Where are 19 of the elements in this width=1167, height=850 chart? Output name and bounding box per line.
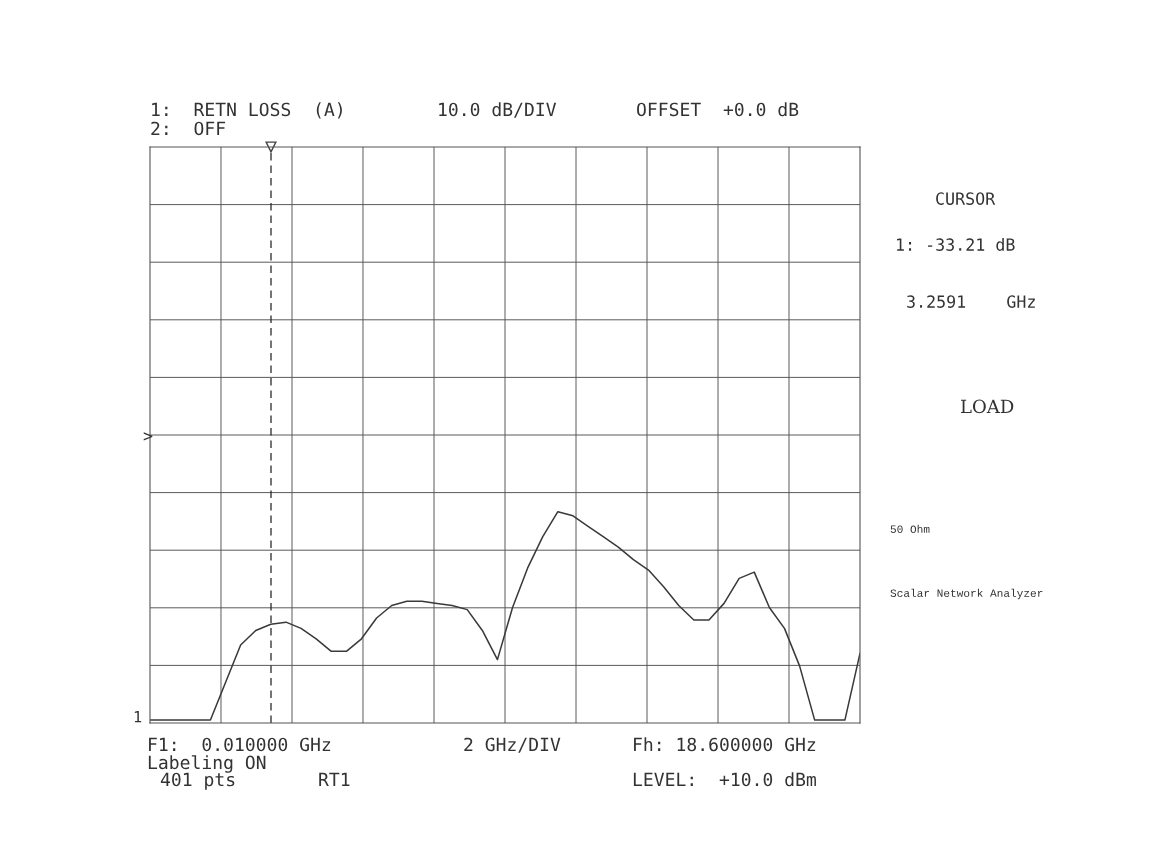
text: 1: -33.21 dB (897, 237, 1015, 251)
text: Scalar Network Analyzer (890, 588, 1043, 600)
text: 2 GHz/DIV (464, 737, 561, 753)
text: 50 Ohm (890, 524, 930, 533)
text: 2: OFF (151, 121, 226, 136)
text: 1: RETN LOSS (A) (152, 102, 342, 119)
text: F1: 0.010000 GHz (149, 737, 331, 752)
text: Labeling ON (148, 755, 266, 773)
text: 401 pts (160, 772, 235, 790)
text: RT1 (319, 772, 350, 787)
text: 1 (134, 711, 142, 723)
text: CURSOR (936, 192, 996, 205)
text: 3.2591 GHz (907, 295, 1035, 308)
text: Fh: 18.600000 GHz (634, 737, 816, 752)
text: LOAD (961, 399, 1014, 414)
text: LEVEL: +10.0 dBm (633, 772, 816, 787)
text: OFFSET +0.0 dB (637, 102, 799, 117)
text: 10.0 dB/DIV (439, 102, 557, 118)
text: > (143, 432, 153, 441)
